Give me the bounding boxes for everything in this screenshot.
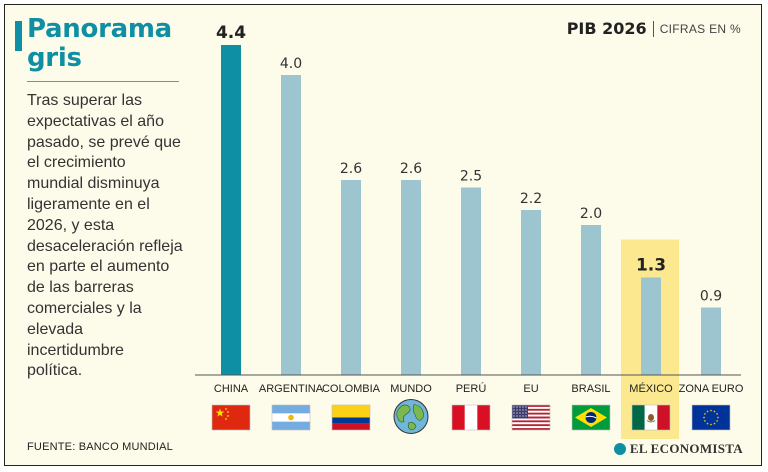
category-label-mundo: MUNDO: [390, 383, 432, 395]
china-flag-icon: [211, 404, 251, 431]
category-label-argentina: ARGENTINA: [259, 383, 324, 395]
value-label-zona-euro: 0.9: [700, 289, 722, 305]
bar-mexico: [641, 277, 661, 375]
world-globe-icon: [393, 399, 429, 434]
chart-unit-label: CIFRAS EN %: [659, 21, 741, 36]
value-label-brasil: 2.0: [580, 206, 602, 222]
category-label-colombia: COLOMBIA: [322, 383, 381, 395]
bar-eu: [521, 210, 541, 375]
value-label-mundo: 2.6: [400, 161, 422, 177]
category-label-zona-euro: ZONA EURO: [679, 383, 744, 395]
publisher-logo: EL ECONOMISTA: [613, 441, 743, 457]
bar-chart: 4.4 CHINA 4.0 ARGENTINA 2.6 COLOMBIA 2.6 MUNDO 2…: [195, 23, 744, 439]
mexico-flag-icon: [631, 404, 671, 431]
logo-mark-icon: [613, 443, 626, 455]
value-label-argentina: 4.0: [280, 56, 302, 72]
argentina-flag-icon: [271, 404, 311, 431]
bar-argentina: [281, 75, 301, 375]
eu-flag-icon: [691, 404, 731, 431]
bar-mundo: [401, 180, 421, 375]
source-note: FUENTE: BANCO MUNDIAL: [27, 441, 173, 453]
accent-bar: [15, 21, 22, 51]
chart-heading: PIB 2026 CIFRAS EN %: [567, 19, 741, 38]
category-label-mexico: MÉXICO: [629, 382, 673, 395]
value-label-colombia: 2.6: [340, 161, 362, 177]
body-text: Tras superar las expectativas el año pas…: [27, 92, 183, 380]
value-label-eu: 2.2: [520, 191, 542, 207]
peru-flag-icon: [451, 404, 491, 431]
brazil-flag-icon: [571, 404, 611, 431]
infographic-frame: Panorama gris Tras superar las expectati…: [4, 4, 762, 466]
bar-peru: [461, 187, 481, 375]
bar-colombia: [341, 180, 361, 375]
chart-title: PIB 2026: [566, 19, 647, 38]
category-label-china: CHINA: [214, 383, 249, 395]
value-label-peru: 2.5: [460, 169, 482, 185]
logo-text: EL ECONOMISTA: [629, 441, 743, 456]
category-label-eu: EU: [523, 383, 538, 395]
heading-separator: [652, 20, 654, 37]
usa-flag-icon: [511, 404, 551, 431]
headline-divider: [27, 81, 179, 82]
bar-brasil: [581, 225, 601, 375]
category-label-brasil: BRASIL: [571, 383, 610, 395]
category-label-peru: PERÚ: [456, 382, 487, 395]
colombia-flag-icon: [331, 404, 371, 431]
value-label-china: 4.4: [216, 23, 246, 43]
headline: Panorama gris: [27, 14, 172, 73]
bar-china: [221, 45, 241, 375]
value-label-mexico: 1.3: [636, 256, 666, 276]
bar-zona-euro: [701, 307, 721, 375]
